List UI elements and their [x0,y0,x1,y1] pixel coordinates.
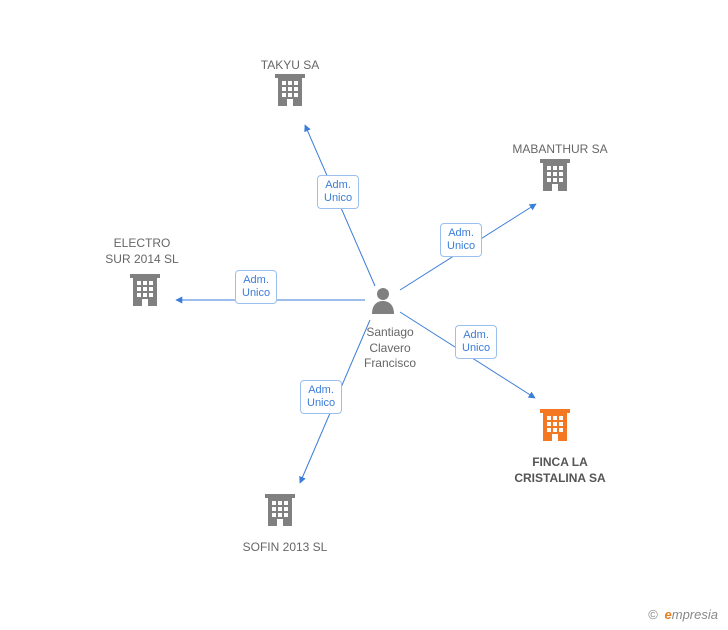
building-icon [540,159,570,196]
copyright-symbol: © [648,607,658,622]
person-icon [370,286,396,319]
company-node-label: TAKYU SA [240,58,340,74]
brand-first-letter: e [665,607,672,622]
edge-label: Adm. Unico [455,325,497,359]
company-node-label: MABANTHUR SA [500,142,620,158]
edge-label: Adm. Unico [440,223,482,257]
edge-label: Adm. Unico [317,175,359,209]
footer-attribution: © empresia [648,607,718,622]
building-icon [130,274,160,311]
building-icon [540,409,570,446]
building-icon [275,74,305,111]
building-icon [265,494,295,531]
company-node-label: FINCA LA CRISTALINA SA [500,455,620,486]
edge-label: Adm. Unico [235,270,277,304]
edges-layer [0,0,728,630]
company-node-label: SOFIN 2013 SL [230,540,340,556]
edge-label: Adm. Unico [300,380,342,414]
brand-rest: mpresia [672,607,718,622]
center-node-label: Santiago Clavero Francisco [355,325,425,372]
company-node-label: ELECTRO SUR 2014 SL [92,236,192,267]
